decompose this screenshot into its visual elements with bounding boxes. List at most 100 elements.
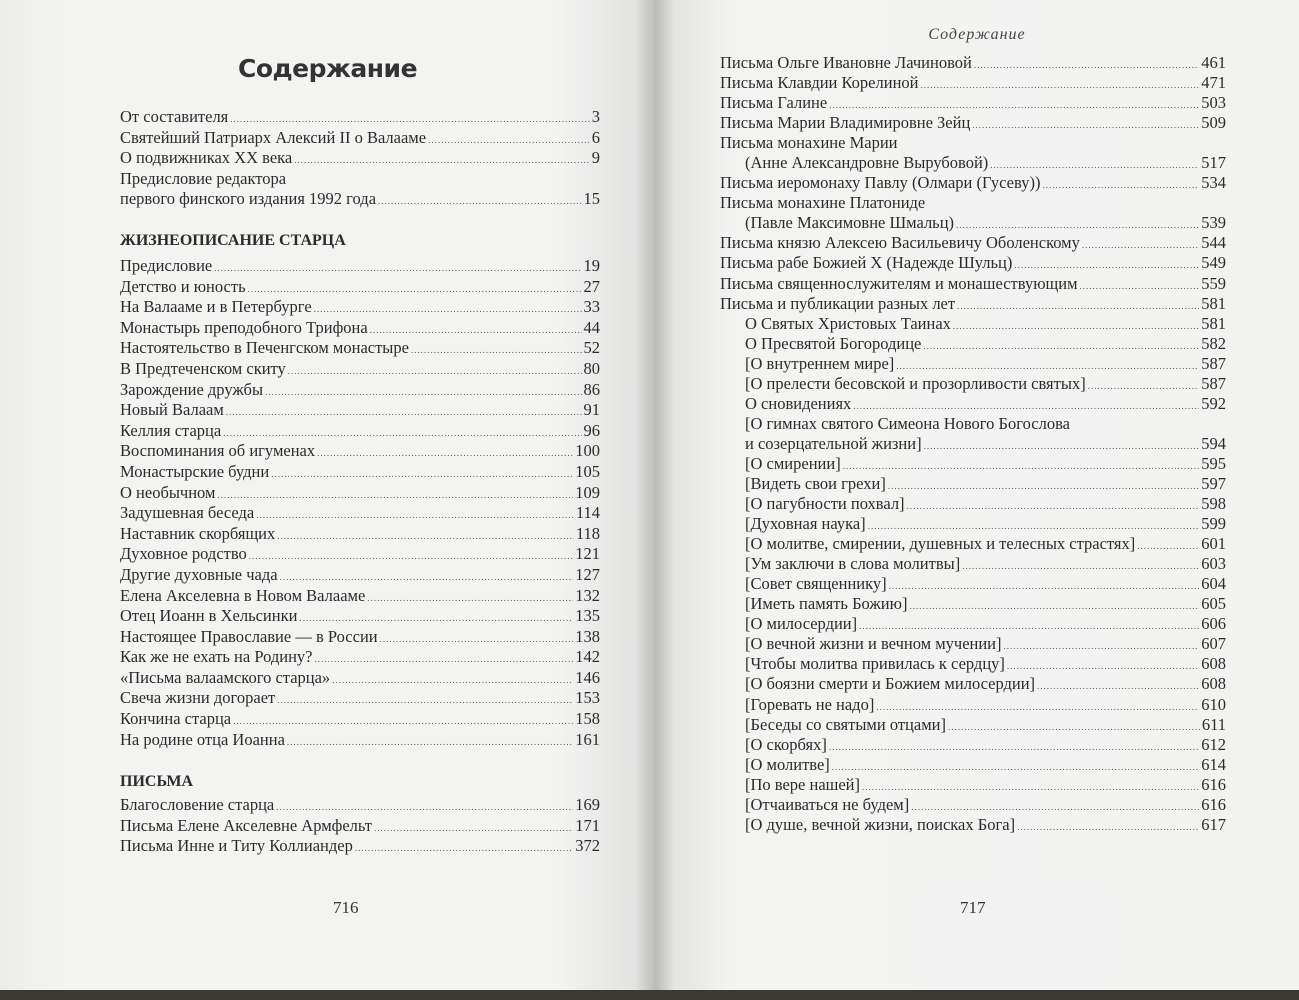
- dot-leader: [277, 690, 573, 711]
- toc-entry: Как же не ехать на Родину? 142: [120, 647, 600, 668]
- section-heading-biography: ЖИЗНЕОПИСАНИЕ СТАРЦА: [120, 232, 346, 249]
- entry-page: 606: [1201, 614, 1226, 634]
- entry-page: 599: [1201, 514, 1226, 534]
- entry-title: Отец Иоанн в Хельсинки: [120, 606, 298, 626]
- toc-entry: Предисловие редактора: [120, 169, 600, 190]
- entry-title: Духовное родство: [120, 544, 247, 564]
- dot-leader: [1088, 376, 1200, 396]
- dot-leader: [271, 464, 573, 485]
- dot-leader: [957, 296, 1199, 316]
- toc-entry: «Письма валаамского старца» 146: [120, 668, 600, 689]
- entry-page: 612: [1201, 734, 1226, 754]
- toc-entry: Свеча жизни догорает 153: [120, 688, 600, 709]
- page-number: 717: [960, 898, 986, 917]
- entry-title: О необычном: [120, 482, 216, 502]
- entry-page: 121: [575, 544, 600, 564]
- toc-entry: О Пресвятой Богородице 582: [720, 334, 1226, 354]
- entry-title: [Отчаиваться не будем]: [745, 794, 910, 814]
- entry-page: 471: [1201, 73, 1226, 93]
- entry-title: Письма Марии Владимировне Зейц: [720, 113, 971, 133]
- dot-leader: [829, 95, 1199, 115]
- entry-page: 581: [1201, 293, 1226, 313]
- toc-right: Письма Ольге Ивановне Лачиновой461Письма…: [720, 53, 1226, 835]
- entry-page: 603: [1201, 554, 1226, 574]
- dot-leader: [380, 629, 574, 650]
- entry-page: 372: [575, 836, 600, 856]
- entry-page: 534: [1201, 173, 1226, 193]
- entry-title: Письма священнослужителям и монашествующ…: [720, 273, 1078, 293]
- toc-entry: Другие духовные чада 127: [120, 565, 600, 586]
- entry-page: 595: [1201, 453, 1226, 473]
- entry-page: 3: [591, 107, 600, 126]
- toc-entry: [Беседы со святыми отцами] 611: [720, 715, 1226, 735]
- entry-page: 158: [575, 709, 600, 729]
- entry-title: Письма монахине Платониде: [720, 193, 926, 213]
- entry-title: первого финского издания 1992 года: [120, 189, 377, 209]
- entry-title: [Ум заключи в слова молитвы]: [745, 554, 961, 574]
- dot-leader: [990, 155, 1199, 175]
- entry-title: Настоятельство в Печенгском монастыре: [120, 338, 409, 358]
- entry-title: «Письма валаамского старца»: [120, 667, 331, 687]
- toc-entry: Задушевная беседа 114: [120, 503, 600, 524]
- dot-leader: [355, 838, 573, 859]
- entry-page: 15: [583, 189, 601, 209]
- toc-entry: Духовное родство 121: [120, 544, 600, 565]
- dot-leader: [843, 456, 1200, 476]
- toc-entry: [Чтобы молитва привилась к сердцу] 608: [720, 654, 1226, 674]
- entry-title: Зарождение дружбы: [120, 379, 264, 399]
- entry-page: 605: [1201, 594, 1226, 614]
- entry-title: [О смирении]: [745, 453, 841, 473]
- entry-page: 6: [591, 127, 600, 147]
- page-number: 716: [333, 898, 359, 917]
- dot-leader: [314, 299, 582, 320]
- toc-entry: [Духовная наука] 599: [720, 514, 1226, 534]
- dot-leader: [374, 818, 573, 839]
- toc-entry: первого финского издания 1992 года 15: [120, 189, 600, 210]
- entry-page: 127: [575, 564, 600, 584]
- entry-title: [О молитве, смирении, душевных и телесны…: [745, 534, 1136, 554]
- dot-leader: [972, 115, 1199, 135]
- entry-page: 614: [1201, 754, 1226, 774]
- entry-title: и созерцательной жизни]: [745, 433, 922, 453]
- dot-leader: [230, 109, 589, 130]
- entry-page: 118: [575, 523, 600, 543]
- entry-page: 517: [1201, 153, 1226, 173]
- left-page: Содержание От составителя 3 Святейший Патр…: [0, 0, 655, 990]
- entry-title: Воспоминания об игуменах: [120, 441, 316, 461]
- toc-entry: [Иметь память Божию] 605: [720, 594, 1226, 614]
- entry-page: 544: [1201, 233, 1226, 253]
- dot-leader: [276, 797, 573, 818]
- dot-leader: [862, 777, 1199, 797]
- dot-leader: [909, 596, 1199, 616]
- entry-title: [Совет священнику]: [745, 574, 887, 594]
- dot-leader: [378, 191, 581, 212]
- entry-page: 132: [575, 585, 600, 605]
- toc-entry: Воспоминания об игуменах 100: [120, 441, 600, 462]
- dot-leader: [265, 382, 581, 403]
- entry-title: Новый Валаам: [120, 400, 224, 420]
- dot-leader: [1037, 676, 1199, 696]
- toc-entry: Святейший Патриарх Алексий II о Валааме 6: [120, 128, 600, 149]
- entry-page: 461: [1201, 53, 1226, 72]
- entry-title: О сновидениях: [745, 393, 852, 413]
- dot-leader: [233, 711, 573, 732]
- dot-leader: [1007, 656, 1199, 676]
- toc-entry: Письма монахине Марии: [720, 133, 1226, 153]
- entry-title: [О милосердии]: [745, 614, 858, 634]
- entry-page: 587: [1201, 373, 1226, 393]
- entry-page: 581: [1201, 313, 1226, 333]
- toc-entry: Новый Валаам 91: [120, 400, 600, 421]
- dot-leader: [217, 485, 573, 506]
- entry-page: 598: [1201, 494, 1226, 514]
- entry-title: О Пресвятой Богородице: [745, 333, 922, 353]
- toc-entry: (Анне Александровне Вырубовой) 517: [720, 153, 1226, 173]
- toc-entry: Письма Галине 503: [720, 93, 1226, 113]
- dot-leader: [1137, 536, 1199, 556]
- dot-leader: [428, 130, 590, 151]
- toc-entry: От составителя 3: [120, 107, 600, 128]
- toc-entry: О Святых Христовых Таинах 581: [720, 314, 1226, 334]
- entry-title: [О гимнах святого Симеона Нового Богосло…: [745, 413, 1070, 433]
- entry-title: Елена Акселевна в Новом Валааме: [120, 585, 366, 605]
- entry-page: 604: [1201, 574, 1226, 594]
